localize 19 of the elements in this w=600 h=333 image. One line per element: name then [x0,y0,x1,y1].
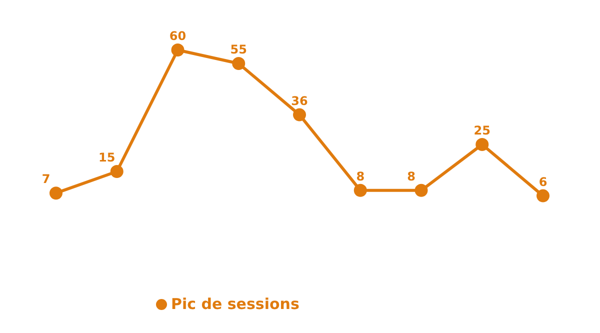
point [414,184,428,197]
legend-label: Pic de sessions [171,295,300,313]
point [536,189,550,202]
data-label: 8 [356,169,365,184]
point [171,44,184,56]
data-label: 7 [42,172,50,186]
point [354,184,367,197]
point [232,57,246,70]
data-label: 15 [98,150,116,164]
data-label: 6 [538,174,548,189]
point [110,165,124,178]
data-label: 55 [230,42,247,56]
point [50,186,62,200]
point [293,108,306,122]
point [476,138,489,151]
data-label: 8 [407,169,416,184]
data-label: 25 [474,124,490,138]
data-label: 36 [291,94,308,108]
data-label: 60 [169,29,186,43]
